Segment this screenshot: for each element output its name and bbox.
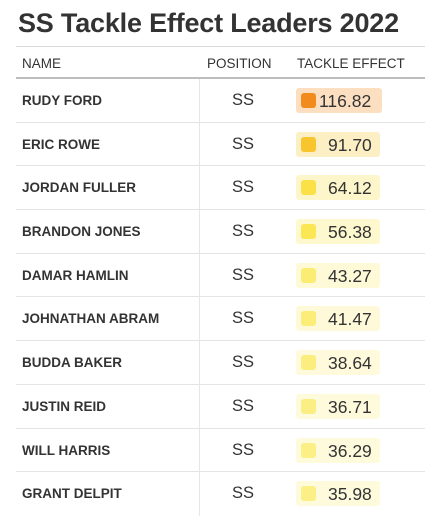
player-name: JORDAN FULLER [22,180,136,196]
player-name: WILL HARRIS [22,442,111,458]
player-position: SS [232,134,255,153]
tackle-effect-value: 116.82 [319,91,372,111]
player-position: SS [232,178,255,197]
leaders-table: NAME POSITION TACKLE EFFECT RUDY FORD SS 1… [16,46,425,516]
column-divider [199,166,200,210]
player-name: JOHNATHAN ABRAM [22,311,160,327]
column-divider [199,341,200,384]
player-position: SS [232,440,255,459]
player-name: BUDDA BAKER [22,355,122,371]
tackle-effect-value: 36.29 [328,440,372,461]
player-name: RUDY FORD [22,93,103,108]
heat-square-icon [301,486,316,502]
tackle-effect-cell: 116.82 [296,88,382,113]
player-position: SS [232,353,255,372]
heat-square-icon [301,136,316,152]
tackle-effect-cell: 56.38 [296,219,380,245]
tackle-effect-cell: 43.27 [296,262,380,288]
table-row: JUSTIN REID SS 36.71 [16,384,425,429]
tackle-effect-value: 43.27 [328,265,372,286]
table-row: RUDY FORD SS 116.82 [16,79,425,123]
table-row: WILL HARRIS SS 36.29 [16,428,425,473]
table-body: RUDY FORD SS 116.82 ERIC ROWE SS 91.70 JORDAN … [16,79,425,516]
table-row: JORDAN FULLER SS 64.12 [16,166,425,211]
column-divider [199,297,200,341]
chart-title: SS Tackle Effect Leaders 2022 [18,8,399,38]
tackle-effect-cell: 36.71 [296,393,380,419]
player-name: GRANT DELPIT [22,486,122,502]
tackle-effect-cell: 64.12 [296,175,380,201]
column-divider [199,428,200,472]
heat-square-icon [301,93,316,108]
player-name: JUSTIN REID [22,398,107,414]
header-tackle-effect[interactable]: TACKLE EFFECT [297,56,405,71]
column-divider [199,79,200,122]
tackle-effect-value: 41.47 [328,309,372,330]
heat-square-icon [301,311,316,327]
heat-square-icon [301,398,316,414]
tackle-effect-cell: 36.29 [296,437,380,463]
tackle-effect-cell: 38.64 [296,350,380,376]
heat-square-icon [301,224,316,240]
player-position: SS [232,484,255,503]
header-position[interactable]: POSITION [207,56,272,71]
column-divider [199,210,200,253]
column-divider [199,384,200,428]
player-position: SS [232,222,255,241]
tackle-effect-value: 64.12 [328,178,372,199]
column-divider [199,472,200,516]
table-row: DAMAR HAMLIN SS 43.27 [16,253,425,298]
tackle-effect-value: 36.71 [328,396,372,417]
heat-square-icon [301,355,316,371]
player-name: BRANDON JONES [22,224,141,240]
player-position: SS [232,396,255,415]
tackle-effect-cell: 41.47 [296,306,380,332]
table-row: JOHNATHAN ABRAM SS 41.47 [16,297,425,342]
table-row: BUDDA BAKER SS 38.64 [16,341,425,385]
table-row: GRANT DELPIT SS 35.98 [16,472,425,516]
tackle-effect-value: 38.64 [328,353,372,374]
heat-square-icon [301,267,316,283]
header-name[interactable]: NAME [22,56,62,71]
player-position: SS [232,309,255,328]
tackle-effect-cell: 91.70 [296,131,380,157]
player-position: SS [232,91,255,109]
column-divider [199,122,200,166]
table-row: BRANDON JONES SS 56.38 [16,210,425,254]
player-name: DAMAR HAMLIN [22,267,129,283]
heat-square-icon [301,180,316,196]
table-header: NAME POSITION TACKLE EFFECT [16,46,425,79]
heat-square-icon [301,442,316,458]
tackle-effect-value: 35.98 [328,484,372,505]
tackle-effect-cell: 35.98 [296,481,380,507]
tackle-effect-value: 91.70 [328,134,372,155]
tackle-effect-value: 56.38 [328,222,372,243]
player-position: SS [232,265,255,284]
column-divider [199,253,200,297]
player-name: ERIC ROWE [22,136,101,152]
table-row: ERIC ROWE SS 91.70 [16,122,425,167]
